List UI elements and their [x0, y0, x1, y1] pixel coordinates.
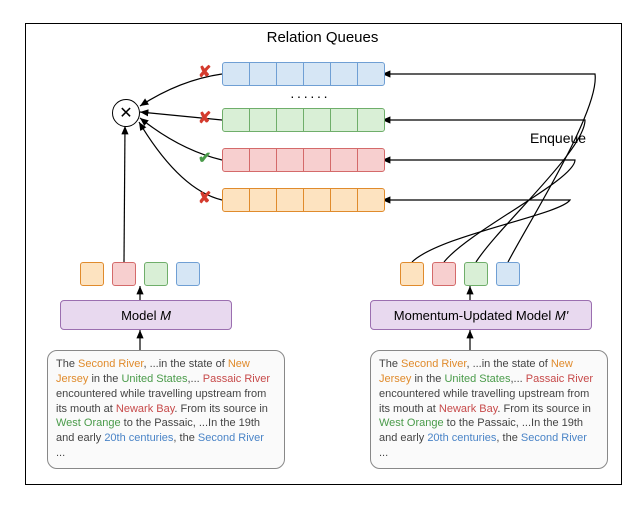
- queue-orange: [222, 188, 385, 212]
- model-box-left: Model M: [60, 300, 232, 330]
- model-box-right: Momentum-Updated Model M': [370, 300, 592, 330]
- embedding-box-red-right: [432, 262, 456, 286]
- embedding-box-orange-right: [400, 262, 424, 286]
- embedding-box-green-left: [144, 262, 168, 286]
- queue-red: [222, 148, 385, 172]
- embedding-box-red-left: [112, 262, 136, 286]
- enqueue-label: Enqueue: [530, 130, 586, 146]
- cross-product-op: ✕: [112, 99, 140, 127]
- cross-icon: ✘: [198, 108, 211, 128]
- embedding-box-blue-left: [176, 262, 200, 286]
- queue-green: [222, 108, 385, 132]
- model-label: Momentum-Updated Model M': [394, 308, 568, 323]
- input-text-right: The Second River, ...in the state of New…: [370, 350, 608, 469]
- queue-blue: [222, 62, 385, 86]
- diagram-title: Relation Queues: [253, 29, 393, 46]
- input-text-left: The Second River, ...in the state of New…: [47, 350, 285, 469]
- check-icon: ✔: [198, 148, 211, 168]
- cross-icon: ✘: [198, 62, 211, 82]
- embedding-box-green-right: [464, 262, 488, 286]
- cross-icon: ✘: [198, 188, 211, 208]
- embedding-box-orange-left: [80, 262, 104, 286]
- model-label: Model M: [121, 308, 171, 323]
- ellipsis-icon: ······: [290, 88, 330, 104]
- embedding-box-blue-right: [496, 262, 520, 286]
- diagram-canvas: Relation Queues Enqueue ✕ ······ ✘ ✘ ✔ ✘ Mod…: [0, 0, 640, 507]
